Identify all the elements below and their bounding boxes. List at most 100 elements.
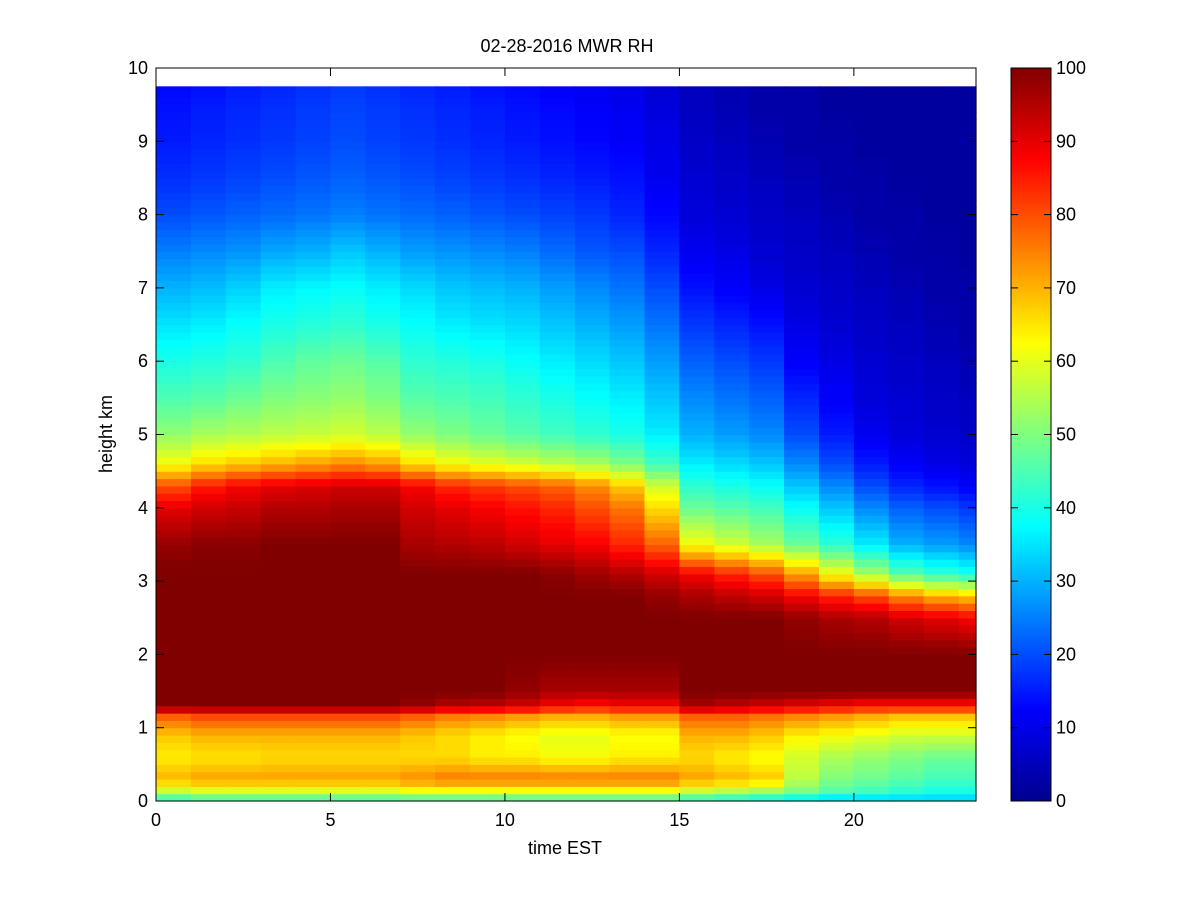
heatmap-cell xyxy=(818,287,855,296)
heatmap-cell xyxy=(260,537,297,546)
heatmap-cell xyxy=(156,287,192,296)
heatmap-cell xyxy=(714,317,750,326)
heatmap-cell xyxy=(958,111,977,120)
heatmap-cell xyxy=(539,185,576,194)
heatmap-cell xyxy=(330,691,366,699)
heatmap-cell xyxy=(923,507,960,516)
heatmap-cell xyxy=(225,251,262,260)
heatmap-cell xyxy=(749,141,785,150)
heatmap-cell xyxy=(853,265,890,274)
heatmap-cell xyxy=(435,133,471,142)
heatmap-cell xyxy=(504,588,541,597)
heatmap-cell xyxy=(679,720,715,729)
heatmap-cell xyxy=(330,522,366,531)
heatmap-cell xyxy=(295,478,332,487)
heatmap-cell xyxy=(714,456,750,465)
heatmap-cell xyxy=(853,727,890,736)
heatmap-cell xyxy=(330,265,366,274)
heatmap-cell xyxy=(225,764,262,773)
heatmap-cell xyxy=(888,691,925,699)
y-tick-label: 8 xyxy=(138,205,148,225)
heatmap-cell xyxy=(644,383,680,392)
heatmap-cell xyxy=(260,551,297,560)
heatmap-cell xyxy=(818,537,855,546)
heatmap-cell xyxy=(400,779,436,787)
heatmap-cell xyxy=(714,324,750,333)
heatmap-cell xyxy=(330,698,366,707)
heatmap-cell xyxy=(470,786,506,795)
heatmap-cell xyxy=(923,89,960,98)
heatmap-cell xyxy=(225,265,262,274)
heatmap-cell xyxy=(958,265,977,274)
heatmap-cell xyxy=(679,170,715,179)
heatmap-cell xyxy=(190,705,227,714)
heatmap-cell xyxy=(609,610,646,619)
heatmap-cell xyxy=(295,427,332,436)
heatmap-cell xyxy=(400,713,436,721)
heatmap-cell xyxy=(539,236,576,245)
heatmap-cell xyxy=(400,346,436,355)
heatmap-cell xyxy=(958,104,977,113)
heatmap-cell xyxy=(295,383,332,392)
heatmap-cell xyxy=(330,243,366,252)
heatmap-cell xyxy=(190,771,227,780)
heatmap-cell xyxy=(190,104,227,113)
heatmap-cell xyxy=(574,720,611,729)
heatmap-cell xyxy=(644,537,680,546)
heatmap-cell xyxy=(295,353,332,362)
heatmap-cell xyxy=(156,86,192,91)
heatmap-cell xyxy=(330,397,366,406)
heatmap-cell xyxy=(295,573,332,582)
heatmap-cell xyxy=(470,522,506,531)
heatmap-cell xyxy=(818,302,855,311)
heatmap-cell xyxy=(644,251,680,260)
heatmap-cell xyxy=(260,493,297,502)
heatmap-cell xyxy=(295,515,332,524)
heatmap-cell xyxy=(330,86,366,91)
heatmap-cell xyxy=(435,375,471,384)
heatmap-cell xyxy=(679,89,715,98)
heatmap-cell xyxy=(784,324,820,333)
heatmap-cell xyxy=(295,236,332,245)
heatmap-cell xyxy=(435,456,471,465)
heatmap-cell xyxy=(539,412,576,421)
heatmap-cell xyxy=(156,449,192,458)
heatmap-cell xyxy=(225,559,262,568)
heatmap-cell xyxy=(435,280,471,289)
heatmap-cell xyxy=(679,639,715,648)
heatmap-cell xyxy=(749,757,785,765)
heatmap-cell xyxy=(539,368,576,377)
heatmap-cell xyxy=(225,566,262,575)
heatmap-cell xyxy=(295,287,332,296)
heatmap-cell xyxy=(156,265,192,274)
heatmap-cell xyxy=(400,155,436,164)
heatmap-cell xyxy=(609,339,646,348)
heatmap-cell xyxy=(400,251,436,260)
heatmap-cell xyxy=(958,177,977,186)
heatmap-cell xyxy=(818,566,855,575)
heatmap-cell xyxy=(644,280,680,289)
heatmap-cell xyxy=(644,639,680,648)
heatmap-cell xyxy=(156,683,192,692)
heatmap-cell xyxy=(818,529,855,538)
heatmap-cell xyxy=(749,287,785,296)
heatmap-cell xyxy=(190,493,227,502)
heatmap-cell xyxy=(260,632,297,641)
heatmap-cell xyxy=(609,111,646,120)
heatmap-cell xyxy=(609,647,646,655)
heatmap-cell xyxy=(679,192,715,201)
heatmap-cell xyxy=(749,119,785,128)
heatmap-cell xyxy=(365,705,401,714)
heatmap-cell xyxy=(888,221,925,230)
heatmap-cell xyxy=(156,207,192,216)
heatmap-cell xyxy=(574,192,611,201)
heatmap-cell xyxy=(504,793,541,802)
heatmap-cell xyxy=(853,199,890,208)
heatmap-cell xyxy=(539,573,576,582)
y-axis-label: height km xyxy=(96,395,116,473)
heatmap-cell xyxy=(574,793,611,802)
heatmap-cell xyxy=(784,456,820,465)
heatmap-cell xyxy=(539,133,576,142)
heatmap-cell xyxy=(784,214,820,223)
